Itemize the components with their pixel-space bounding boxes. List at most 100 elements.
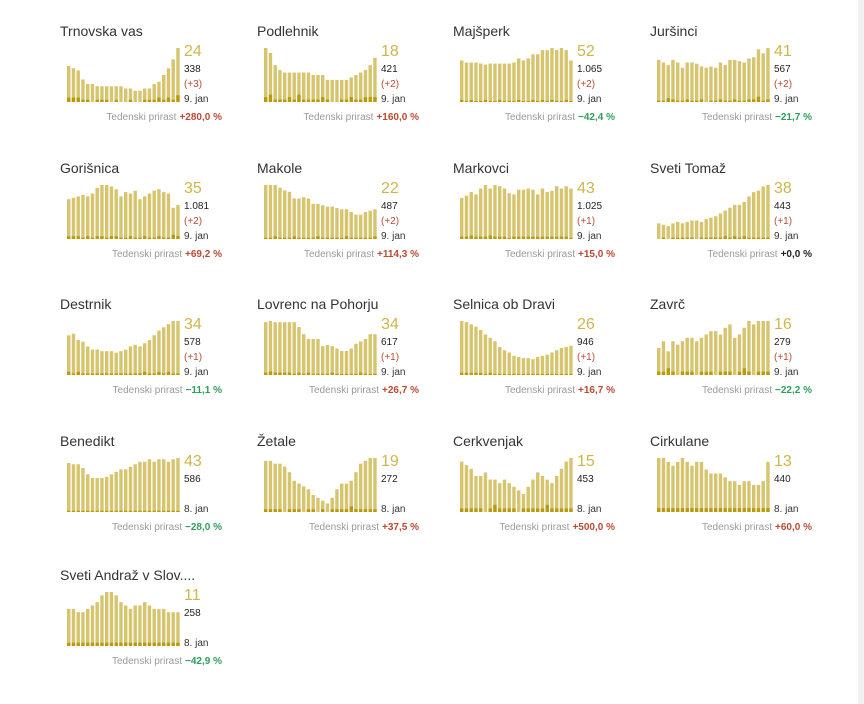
bar-7day bbox=[71, 68, 76, 102]
total-count: 586 bbox=[184, 474, 201, 485]
bar-daily bbox=[147, 373, 152, 375]
bar-7day bbox=[368, 65, 372, 102]
bar-7day bbox=[536, 54, 540, 102]
bar-daily bbox=[283, 237, 287, 239]
bar-7day bbox=[157, 330, 161, 375]
bar-daily bbox=[171, 510, 175, 512]
municipality-card[interactable]: Sveti Andraž v Slov.... 11 258 8. jan Tedens… bbox=[60, 566, 250, 691]
bar-7day bbox=[540, 50, 545, 102]
bar-daily bbox=[287, 97, 292, 102]
card-title: Cirkulane bbox=[650, 433, 710, 449]
weekly-growth-value: +114,3 % bbox=[377, 249, 419, 260]
card-title: Trnovska vas bbox=[60, 23, 143, 39]
bar-daily bbox=[128, 99, 133, 102]
bar-7day bbox=[507, 63, 511, 102]
sparkline-chart bbox=[657, 321, 770, 376]
bar-7day bbox=[564, 50, 568, 102]
bar-daily bbox=[488, 508, 492, 512]
municipality-card[interactable]: Majšperk 52 1.065 (+2) 9. jan Tedenski priras… bbox=[453, 22, 643, 147]
bar-7day bbox=[512, 62, 516, 102]
bar-daily bbox=[559, 100, 564, 102]
bar-7day bbox=[325, 79, 330, 102]
bar-7day bbox=[138, 90, 142, 102]
bar-7day bbox=[100, 595, 104, 647]
bar-daily bbox=[363, 509, 368, 512]
bar-daily bbox=[325, 237, 330, 239]
bar-daily bbox=[90, 642, 95, 647]
scrollbar[interactable] bbox=[858, 0, 864, 704]
bar-7day bbox=[128, 193, 133, 239]
bar-daily bbox=[359, 237, 363, 239]
bar-daily bbox=[671, 508, 675, 512]
bar-daily bbox=[493, 100, 497, 102]
date-label: 9. jan bbox=[577, 367, 602, 378]
bar-daily bbox=[521, 100, 526, 102]
municipality-card[interactable]: Lovrenc na Pohorju 34 617 (+1) 9. jan Tedensk… bbox=[257, 295, 447, 420]
daily-delta: (+1) bbox=[774, 216, 793, 227]
bar-daily bbox=[95, 99, 99, 102]
card-title: Destrnik bbox=[60, 296, 112, 312]
municipality-card[interactable]: Trnovska vas 24 338 (+3) 9. jan Tedenski prir… bbox=[60, 22, 250, 147]
bar-7day bbox=[119, 469, 123, 512]
date-label: 9. jan bbox=[184, 367, 209, 378]
bar-daily bbox=[109, 642, 114, 647]
municipality-card[interactable]: Cirkulane 13 440 8. jan Tedenski prirast +60,… bbox=[650, 432, 840, 557]
municipality-card[interactable]: Sveti Tomaž 38 443 (+1) 9. jan Tedenski prira… bbox=[650, 159, 840, 284]
bar-7day bbox=[349, 77, 353, 102]
daily-delta: (+2) bbox=[577, 79, 596, 90]
bar-7day bbox=[152, 190, 156, 239]
bar-7day bbox=[709, 217, 713, 239]
bar-daily bbox=[714, 237, 718, 239]
total-count: 578 bbox=[184, 337, 201, 348]
bar-7day bbox=[344, 79, 349, 102]
bar-daily bbox=[152, 373, 156, 375]
municipality-card[interactable]: Benedikt 43 586 8. jan Tedenski prirast −28,0… bbox=[60, 432, 250, 557]
municipality-card[interactable]: Destrnik 34 578 (+1) 9. jan Tedenski prirast −… bbox=[60, 295, 250, 420]
bar-daily bbox=[359, 372, 363, 375]
bar-7day bbox=[474, 476, 478, 512]
bar-daily bbox=[564, 236, 568, 239]
municipality-card[interactable]: Markovci 43 1.025 (+1) 9. jan Tedenski priras… bbox=[453, 159, 643, 284]
municipality-card[interactable]: Podlehnik 18 421 (+2) 9. jan Tedenski prirast… bbox=[257, 22, 447, 147]
bar-7day bbox=[67, 608, 71, 647]
bar-7day bbox=[287, 191, 292, 239]
municipality-card[interactable]: Cerkvenjak 15 453 8. jan Tedenski prirast +50… bbox=[453, 432, 643, 557]
bar-7day bbox=[166, 68, 171, 102]
weekly-growth: Tedenski prirast +114,3 % bbox=[304, 248, 419, 261]
bar-daily bbox=[124, 237, 128, 239]
bar-7day bbox=[71, 608, 76, 647]
bar-daily bbox=[498, 373, 502, 376]
municipality-card[interactable]: Gorišnica 35 1.081 (+2) 9. jan Tedenski prira… bbox=[60, 159, 250, 284]
weekly-growth-label: Tedenski prirast bbox=[701, 522, 773, 533]
current-value: 38 bbox=[774, 180, 792, 197]
card-title: Zavrč bbox=[650, 296, 685, 312]
bar-7day bbox=[493, 185, 497, 239]
municipality-card[interactable]: Makole 22 487 (+2) 9. jan Tedenski prirast +11… bbox=[257, 159, 447, 284]
bar-daily bbox=[302, 99, 306, 102]
bar-7day bbox=[564, 186, 568, 239]
bar-daily bbox=[278, 237, 282, 239]
bar-daily bbox=[555, 373, 559, 376]
bar-7day bbox=[507, 352, 511, 375]
weekly-growth-value: −42,9 % bbox=[185, 656, 222, 667]
bar-7day bbox=[464, 62, 469, 102]
municipality-card[interactable]: Žetale 19 272 8. jan Tedenski prirast +37,5 % bbox=[257, 432, 447, 557]
bar-daily bbox=[100, 642, 104, 647]
bar-7day bbox=[657, 223, 661, 239]
bar-daily bbox=[545, 373, 549, 376]
bar-7day bbox=[109, 474, 114, 512]
bar-daily bbox=[752, 237, 756, 239]
sparkline-chart bbox=[460, 321, 573, 376]
bar-7day bbox=[109, 186, 114, 239]
municipality-card[interactable]: Zavrč 16 279 (+1) 9. jan Tedenski prirast −22,… bbox=[650, 295, 840, 420]
bar-daily bbox=[152, 237, 156, 239]
bar-daily bbox=[133, 237, 137, 239]
bar-7day bbox=[460, 461, 464, 512]
municipality-card[interactable]: Selnica ob Dravi 26 946 (+1) 9. jan Tedenski … bbox=[453, 295, 643, 420]
bar-7day bbox=[555, 350, 559, 375]
bar-7day bbox=[128, 608, 133, 647]
date-label: 8. jan bbox=[184, 638, 209, 649]
municipality-card[interactable]: Juršinci 41 567 (+2) 9. jan Tedenski prirast −… bbox=[650, 22, 840, 147]
bar-daily bbox=[766, 99, 770, 102]
bar-daily bbox=[176, 510, 180, 512]
